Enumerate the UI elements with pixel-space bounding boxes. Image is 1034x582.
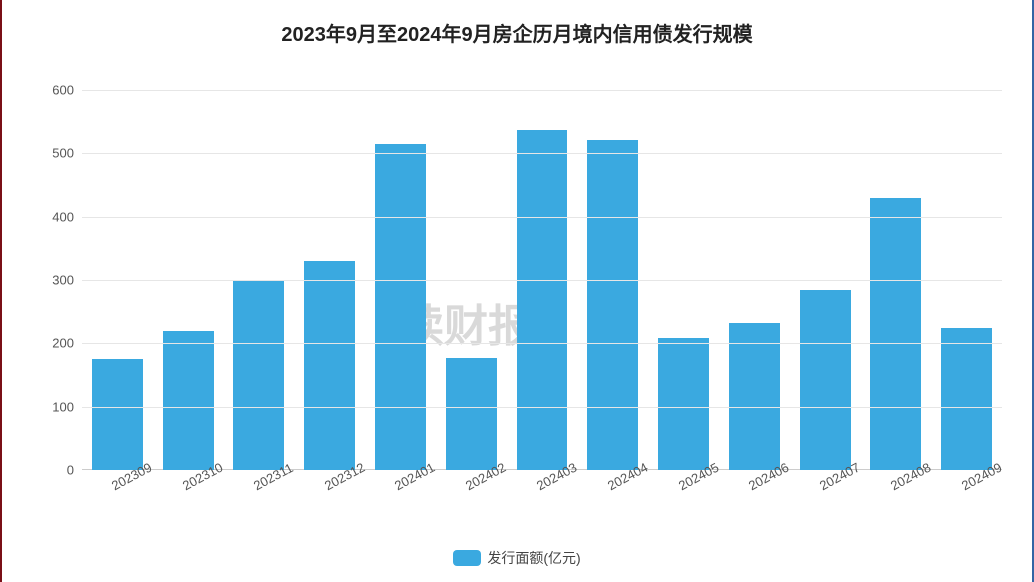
bar [446, 358, 497, 470]
ytick-label: 0 [67, 463, 74, 478]
legend-swatch [453, 550, 481, 566]
bar [941, 328, 992, 470]
bar [233, 281, 284, 470]
gridline [82, 280, 1002, 281]
ytick-label: 300 [52, 273, 74, 288]
bar [304, 261, 355, 470]
gridline [82, 153, 1002, 154]
ytick-label: 400 [52, 209, 74, 224]
bar [800, 290, 851, 471]
bar [658, 338, 709, 470]
bar [375, 144, 426, 470]
gridline [82, 90, 1002, 91]
gridline [82, 343, 1002, 344]
gridline [82, 217, 1002, 218]
ytick-label: 200 [52, 336, 74, 351]
legend-label: 发行面额(亿元) [487, 548, 580, 568]
legend: 发行面额(亿元) [0, 548, 1034, 568]
ytick-label: 600 [52, 83, 74, 98]
gridline [82, 407, 1002, 408]
bar [870, 198, 921, 470]
bar [163, 331, 214, 470]
bar [587, 140, 638, 470]
bar [92, 359, 143, 470]
chart-title: 2023年9月至2024年9月房企历月境内信用债发行规模 [0, 18, 1034, 47]
ytick-label: 100 [52, 399, 74, 414]
bar [729, 323, 780, 470]
ytick-label: 500 [52, 146, 74, 161]
bar [517, 130, 568, 470]
plot-area: 2023092023102023112023122024012024022024… [82, 90, 1002, 470]
